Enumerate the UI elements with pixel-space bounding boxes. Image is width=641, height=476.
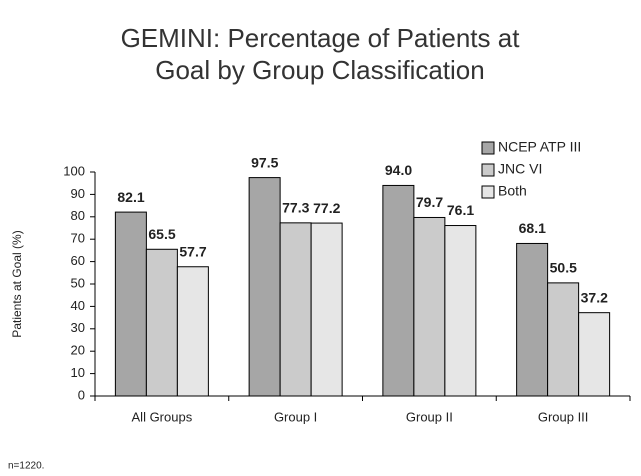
y-tick-label: 60 [71, 253, 85, 268]
y-tick-label: 80 [71, 208, 85, 223]
x-tick-label: All Groups [132, 409, 193, 424]
legend-label: Both [498, 183, 527, 199]
y-axis-label: Patients at Goal (%) [10, 230, 24, 337]
bar [114, 211, 147, 397]
value-label: 82.1 [117, 189, 144, 205]
value-label: 65.5 [148, 226, 175, 242]
value-label: 94.0 [385, 162, 412, 178]
y-tick-label: 50 [71, 275, 85, 290]
x-tick-label: Group I [274, 409, 317, 424]
legend-swatch [481, 185, 495, 199]
footnote: n=1220. [8, 461, 44, 472]
value-label: 76.1 [447, 202, 474, 218]
y-tick-label: 30 [71, 320, 85, 335]
y-tick-label: 0 [78, 387, 85, 402]
bar [176, 266, 209, 397]
bar [444, 225, 477, 397]
bar [382, 184, 415, 397]
bar [310, 222, 343, 397]
bar [413, 216, 446, 397]
y-tick-label: 90 [71, 186, 85, 201]
legend-swatch [481, 141, 495, 155]
y-tick-label: 100 [63, 163, 85, 178]
y-tick-label: 10 [71, 365, 85, 380]
value-label: 77.3 [282, 200, 309, 216]
value-label: 37.2 [581, 289, 608, 305]
bar [516, 242, 549, 397]
value-label: 68.1 [519, 220, 546, 236]
bar [145, 248, 178, 397]
value-label: 77.2 [313, 200, 340, 216]
legend-swatch [481, 163, 495, 177]
chart-title: GEMINI: Percentage of Patients at Goal b… [120, 23, 520, 85]
bar [578, 312, 611, 397]
legend-label: NCEP ATP III [498, 139, 581, 155]
value-label: 57.7 [179, 243, 206, 259]
value-label: 50.5 [550, 260, 577, 276]
x-tick-label: Group II [406, 409, 453, 424]
legend-label: JNC VI [498, 161, 542, 177]
value-label: 97.5 [251, 154, 278, 170]
x-tick-label: Group III [538, 409, 589, 424]
bar [248, 177, 281, 397]
bar [547, 282, 580, 397]
y-tick-label: 40 [71, 298, 85, 313]
y-tick-label: 70 [71, 231, 85, 246]
bar [279, 222, 312, 397]
value-label: 79.7 [416, 194, 443, 210]
y-tick-label: 20 [71, 343, 85, 358]
